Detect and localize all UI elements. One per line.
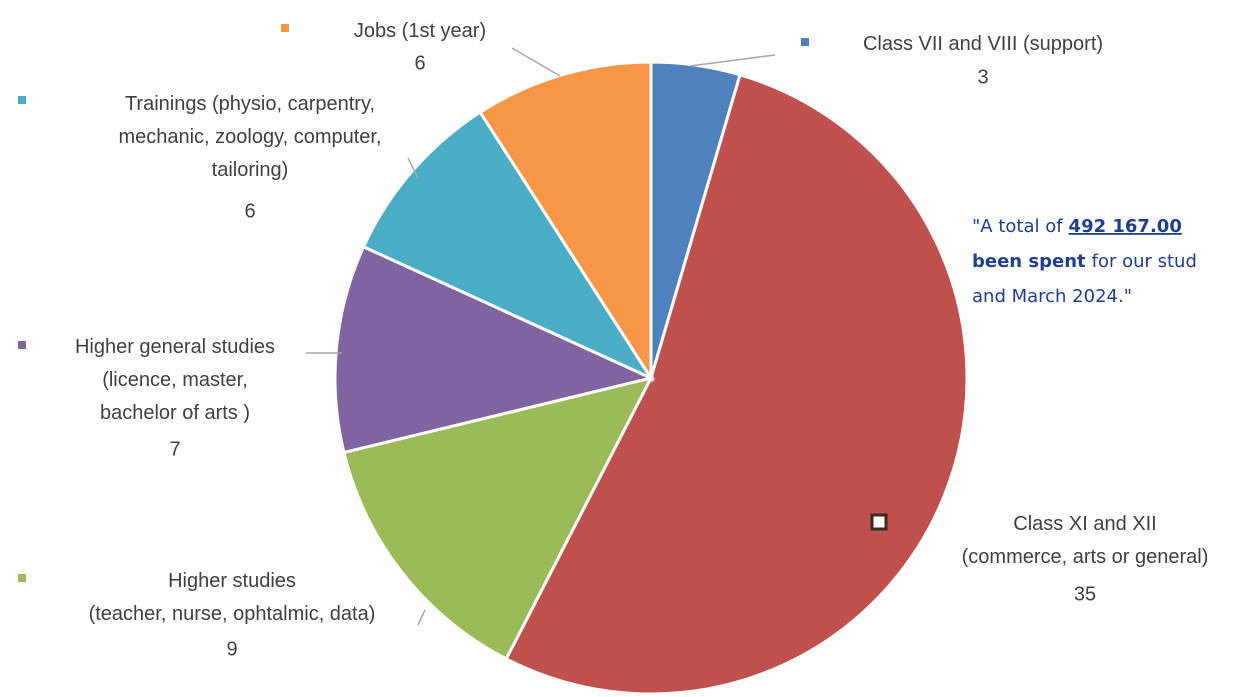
slice-label: Class VII and VIII (support) [863, 33, 1103, 55]
label-line: Class XI and XII [1013, 513, 1156, 535]
label-line: Higher studies [168, 570, 296, 592]
label-line: Higher general studies [75, 336, 275, 358]
annotation-line: and March 2024." [972, 286, 1132, 307]
value-label: 35 [1074, 583, 1096, 605]
slice-label: Class XI and XII (commerce, arts or gener… [962, 513, 1209, 568]
value-label: 9 [226, 638, 237, 660]
pie-slice [478, 60, 653, 384]
annotation-line: "A total of 492 167.00 [972, 216, 1182, 237]
annotation-amount: 492 167.00 [1069, 216, 1182, 237]
annotation-line: been spent for our stud [972, 251, 1197, 272]
label-line: (commerce, arts or general) [962, 546, 1209, 568]
annotation-emphasis: been spent [972, 251, 1086, 272]
legend-marker [18, 574, 26, 582]
legend-marker [18, 341, 26, 349]
pie-slice [504, 72, 969, 696]
legend-marker [801, 38, 809, 46]
value-label: 7 [169, 438, 180, 460]
value-label: 6 [244, 200, 255, 222]
pie-slice [342, 375, 654, 661]
pie-slice [333, 244, 656, 455]
leader-line [689, 54, 776, 67]
legend-marker [870, 513, 888, 531]
leader-line [407, 157, 419, 179]
value-label: 6 [414, 52, 425, 74]
value-label: 3 [977, 66, 988, 88]
slice-label: Trainings (physio, carpentry, mechanic, z… [118, 93, 381, 181]
label-line: bachelor of arts ) [100, 402, 250, 424]
annotation-text: "A total of [972, 216, 1063, 237]
label-line: Jobs (1st year) [354, 20, 486, 42]
legend-marker [18, 96, 26, 104]
leader-line [511, 47, 561, 77]
pie-slice [361, 110, 656, 382]
legend-marker [281, 24, 289, 32]
slice-label: Jobs (1st year) [354, 20, 486, 42]
label-line: mechanic, zoology, computer, [118, 126, 381, 148]
labels: Class VII and VIII (support) 3 Class XI an… [18, 20, 1208, 660]
label-line: Trainings (physio, carpentry, [125, 93, 375, 115]
slice-label: Higher studies (teacher, nurse, ophtalmic… [89, 570, 376, 625]
pie [333, 60, 969, 696]
label-line: Class VII and VIII (support) [863, 33, 1103, 55]
label-line: (licence, master, [102, 369, 248, 391]
label-line: tailoring) [212, 159, 289, 181]
annotation-text: for our stud [1092, 251, 1197, 272]
label-line: (teacher, nurse, ophtalmic, data) [89, 603, 376, 625]
leader-line [417, 609, 426, 626]
slice-label: Higher general studies (licence, master, b… [75, 336, 275, 424]
